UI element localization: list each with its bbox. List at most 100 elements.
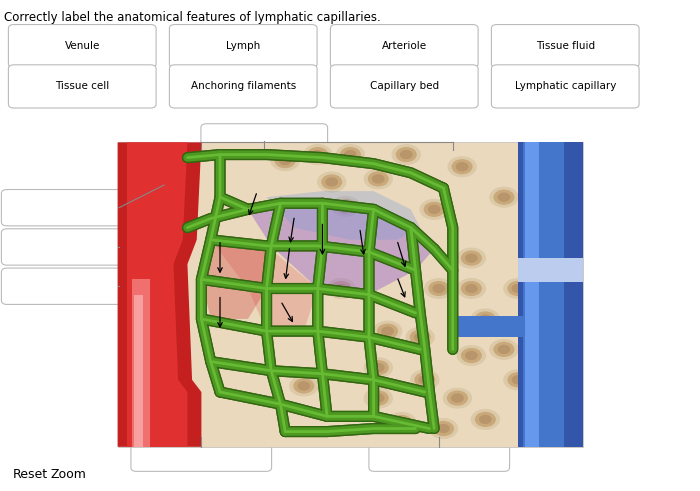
Circle shape [400, 151, 412, 159]
Circle shape [461, 349, 481, 362]
Circle shape [410, 330, 430, 344]
Circle shape [336, 199, 356, 213]
Circle shape [322, 175, 342, 189]
Circle shape [290, 376, 318, 396]
Circle shape [494, 191, 514, 204]
Circle shape [419, 376, 430, 384]
Circle shape [318, 172, 346, 192]
FancyBboxPatch shape [330, 65, 478, 108]
FancyBboxPatch shape [8, 25, 156, 68]
Circle shape [531, 404, 551, 417]
Polygon shape [457, 316, 537, 337]
Text: Capillary bed: Capillary bed [370, 82, 439, 91]
Circle shape [364, 388, 392, 408]
Circle shape [372, 175, 384, 183]
Circle shape [420, 199, 448, 219]
Polygon shape [118, 142, 202, 447]
Polygon shape [127, 142, 188, 447]
Circle shape [498, 346, 510, 354]
Circle shape [337, 145, 365, 164]
FancyBboxPatch shape [330, 25, 478, 68]
Circle shape [327, 279, 355, 299]
FancyBboxPatch shape [201, 124, 328, 162]
Circle shape [396, 418, 407, 426]
FancyBboxPatch shape [169, 25, 317, 68]
Circle shape [275, 154, 295, 167]
Text: Lymph: Lymph [226, 41, 260, 51]
FancyBboxPatch shape [1, 268, 125, 304]
FancyBboxPatch shape [491, 65, 639, 108]
Circle shape [388, 412, 416, 432]
Bar [118, 142, 583, 447]
Polygon shape [132, 279, 150, 447]
Circle shape [429, 419, 458, 438]
Circle shape [294, 379, 314, 393]
Circle shape [424, 202, 444, 216]
Circle shape [512, 285, 524, 293]
Circle shape [271, 151, 299, 170]
Circle shape [298, 382, 309, 390]
Circle shape [527, 218, 555, 238]
Circle shape [456, 163, 468, 171]
Polygon shape [267, 191, 420, 240]
Polygon shape [202, 240, 267, 319]
Circle shape [457, 346, 485, 365]
Circle shape [457, 248, 485, 268]
Circle shape [522, 324, 542, 338]
Circle shape [504, 279, 532, 299]
Text: Correctly label the anatomical features of lymphatic capillaries.: Correctly label the anatomical features … [4, 11, 380, 24]
Polygon shape [518, 313, 583, 343]
Circle shape [480, 415, 491, 423]
Circle shape [372, 394, 384, 402]
Circle shape [461, 282, 481, 296]
Circle shape [332, 196, 360, 216]
Circle shape [308, 148, 328, 162]
Text: Tissue fluid: Tissue fluid [536, 41, 595, 51]
Circle shape [279, 157, 290, 164]
Circle shape [527, 401, 555, 420]
Circle shape [448, 157, 476, 177]
Circle shape [392, 415, 412, 429]
Circle shape [438, 425, 449, 433]
Text: Venule: Venule [64, 41, 100, 51]
Polygon shape [248, 203, 434, 295]
Polygon shape [211, 240, 318, 331]
FancyBboxPatch shape [8, 65, 156, 108]
Circle shape [304, 145, 332, 164]
Circle shape [466, 285, 477, 293]
Circle shape [480, 315, 491, 323]
Circle shape [531, 221, 551, 235]
Circle shape [447, 391, 467, 405]
Circle shape [392, 145, 420, 164]
Polygon shape [523, 142, 564, 447]
FancyBboxPatch shape [369, 433, 510, 471]
Text: Reset: Reset [13, 468, 48, 481]
Circle shape [364, 358, 392, 378]
Circle shape [344, 151, 356, 159]
Circle shape [331, 282, 351, 296]
Circle shape [411, 370, 439, 390]
Circle shape [428, 205, 440, 213]
Polygon shape [134, 295, 143, 447]
Circle shape [475, 312, 495, 326]
Circle shape [326, 178, 337, 186]
Circle shape [396, 148, 416, 162]
Circle shape [471, 409, 499, 429]
Circle shape [378, 324, 398, 338]
Circle shape [490, 188, 518, 207]
Polygon shape [518, 142, 583, 447]
Circle shape [508, 373, 528, 387]
Circle shape [536, 224, 547, 232]
Text: Zoom: Zoom [50, 468, 86, 481]
FancyBboxPatch shape [1, 229, 125, 265]
Circle shape [461, 251, 481, 265]
Text: Anchoring filaments: Anchoring filaments [190, 82, 296, 91]
Polygon shape [525, 142, 539, 447]
Text: Lymphatic capillary: Lymphatic capillary [514, 82, 616, 91]
Circle shape [335, 285, 346, 293]
Circle shape [364, 169, 392, 189]
Circle shape [372, 364, 384, 372]
Text: Tissue cell: Tissue cell [55, 82, 109, 91]
Circle shape [433, 285, 444, 293]
Text: Arteriole: Arteriole [382, 41, 427, 51]
